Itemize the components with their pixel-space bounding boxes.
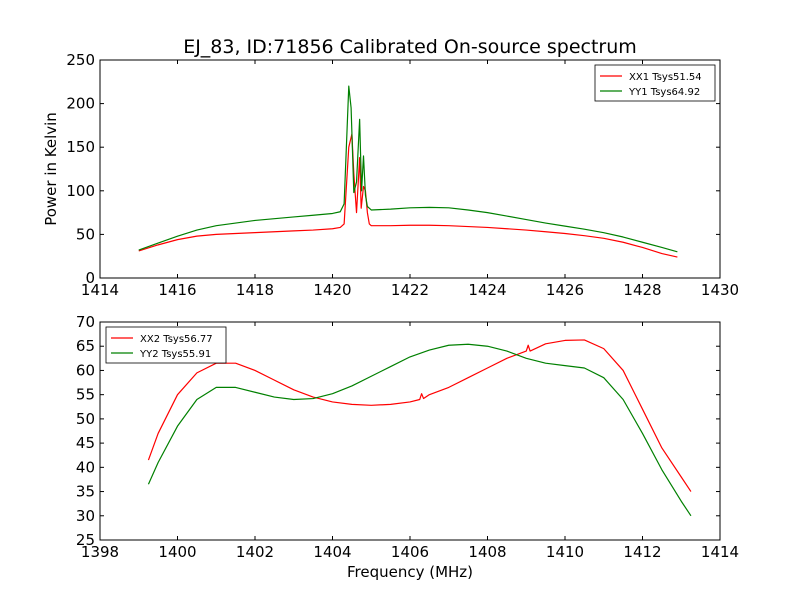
series-line-1 xyxy=(138,133,678,258)
series-line-2 xyxy=(138,85,678,253)
x-tick-label: 1406 xyxy=(391,543,429,561)
y-tick-label: 25 xyxy=(76,531,95,549)
series-line-2 xyxy=(147,343,692,517)
top-spectrum-panel: 1414 1416 1418 1420 1422 1424 1426 1428 1430 0 50 1… xyxy=(66,51,739,299)
legend-entry: XX1 Tsys51.54 xyxy=(629,72,702,83)
x-tick-label: 1426 xyxy=(546,281,584,299)
x-tick-label: 1400 xyxy=(158,543,196,561)
y-axis-label: Power in Kelvin xyxy=(42,112,60,226)
y-tick-label: 30 xyxy=(76,507,95,525)
x-tick-label: 1408 xyxy=(468,543,506,561)
y-tick-label: 55 xyxy=(76,386,95,404)
x-axis-label: Frequency (MHz) xyxy=(347,563,473,581)
y-tick-label: 40 xyxy=(76,458,95,476)
y-tick-label: 50 xyxy=(76,410,95,428)
x-tick-label: 1410 xyxy=(546,543,584,561)
bottom-spectrum-panel: 1398 1400 1402 1404 1406 1408 1410 1412 1414 25 30… xyxy=(76,313,739,561)
x-tick-label: 1412 xyxy=(623,543,661,561)
legend-entry: YY1 Tsys64.92 xyxy=(628,87,700,98)
x-tick-label: 1398 xyxy=(81,543,119,561)
x-tick-label: 1428 xyxy=(623,281,661,299)
y-tick-label: 250 xyxy=(66,51,95,69)
x-tick-label: 1414 xyxy=(81,281,119,299)
y-tick-label: 100 xyxy=(66,182,95,200)
y-tick-label: 65 xyxy=(76,337,95,355)
y-tick-label: 50 xyxy=(76,225,95,243)
x-tick-label: 1418 xyxy=(236,281,274,299)
y-tick-label: 45 xyxy=(76,434,95,452)
x-tick-label: 1404 xyxy=(313,543,351,561)
legend: XX1 Tsys51.54 YY1 Tsys64.92 xyxy=(594,64,716,102)
legend-box xyxy=(105,326,227,364)
x-tick-label: 1424 xyxy=(468,281,506,299)
y-tick-label: 150 xyxy=(66,138,95,156)
x-tick-label: 1414 xyxy=(701,543,739,561)
y-tick-label: 0 xyxy=(85,269,95,287)
y-tick-label: 60 xyxy=(76,361,95,379)
y-tick-label: 70 xyxy=(76,313,95,331)
x-tick-label: 1430 xyxy=(701,281,739,299)
x-tick-label: 1422 xyxy=(391,281,429,299)
x-tick-label: 1420 xyxy=(313,281,351,299)
legend-entry: YY2 Tsys55.91 xyxy=(139,349,211,360)
x-tick-label: 1402 xyxy=(236,543,274,561)
y-tick-label: 35 xyxy=(76,483,95,501)
legend-box xyxy=(594,64,716,102)
chart-title: EJ_83, ID:71856 Calibrated On-source spe… xyxy=(183,36,637,58)
x-tick-label: 1416 xyxy=(158,281,196,299)
y-tick-label: 200 xyxy=(66,95,95,113)
legend-entry: XX2 Tsys56.77 xyxy=(140,334,213,345)
legend: XX2 Tsys56.77 YY2 Tsys55.91 xyxy=(105,326,227,364)
series-line-1 xyxy=(147,339,692,492)
